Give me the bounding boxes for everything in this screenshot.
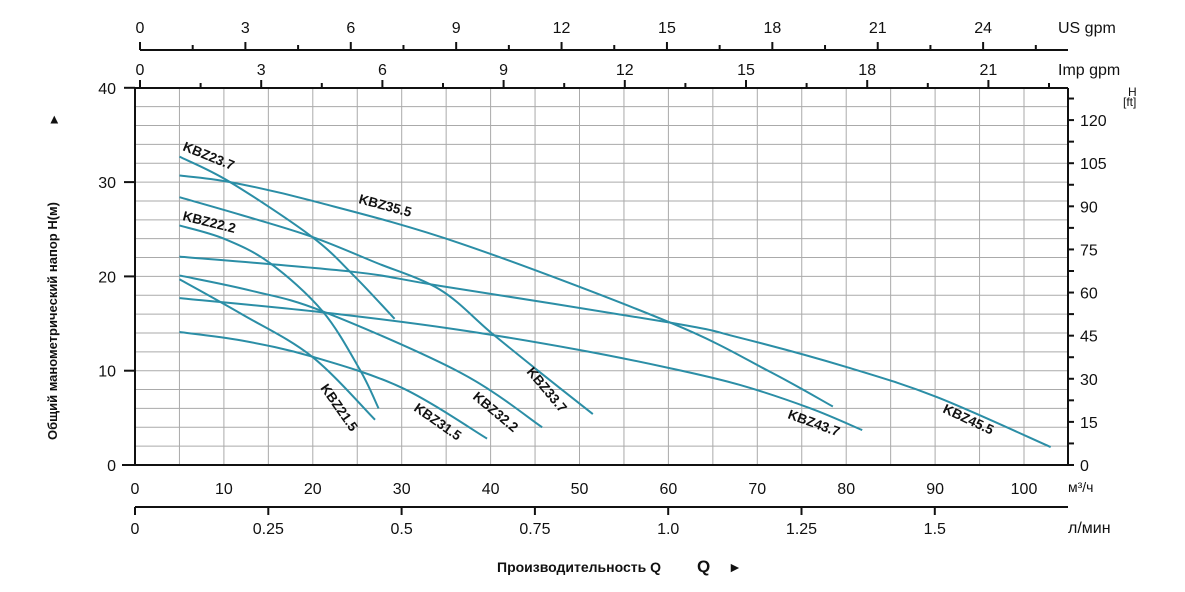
curve-label: KBZ43.7 — [786, 407, 842, 440]
curve-label: KBZ45.5 — [941, 401, 997, 438]
ft-tick-label: 0 — [1080, 458, 1089, 475]
x-tick-label: 10 — [215, 481, 233, 498]
ft-unit-label-top: H — [1128, 85, 1137, 99]
lmin-unit-label: л/мин — [1068, 520, 1111, 537]
imp-gpm-tick-label: 6 — [378, 62, 387, 79]
us-gpm-tick-label: 15 — [658, 20, 676, 37]
ft-tick-label: 90 — [1080, 199, 1098, 216]
imp-gpm-tick-label: 15 — [737, 62, 755, 79]
curve-label: KBZ32.2 — [470, 389, 521, 435]
us-gpm-tick-label: 6 — [346, 20, 355, 37]
curve-kbz32-2 — [179, 274, 543, 429]
curve-kbz35-5 — [179, 174, 834, 408]
y-axis-title: Общий манометрический напор H(м) — [45, 202, 60, 440]
curve-kbz21-5 — [178, 278, 376, 421]
l-min-tick-label: 0.25 — [253, 521, 284, 538]
curves — [178, 155, 1052, 448]
imp-gpm-tick-label: 12 — [616, 62, 634, 79]
curve-kbz45-5 — [179, 255, 1052, 448]
us-gpm-unit-label: US gpm — [1058, 20, 1116, 37]
curve-kbz23-7 — [179, 155, 396, 320]
y-tick-label: 30 — [98, 175, 116, 192]
y-tick-label: 40 — [98, 81, 116, 98]
x-tick-label: 100 — [1011, 481, 1038, 498]
ft-tick-label: 105 — [1080, 156, 1107, 173]
us-gpm-tick-label: 12 — [553, 20, 571, 37]
x-axis-title: Производительность Q — [497, 559, 661, 575]
x-tick-label: 20 — [304, 481, 322, 498]
x-tick-label: 30 — [393, 481, 411, 498]
curve-kbz33-7 — [179, 196, 594, 415]
l-min-tick-label: 0.75 — [519, 521, 550, 538]
x-tick-label: 50 — [571, 481, 589, 498]
l-min-tick-label: 0.5 — [390, 521, 412, 538]
x-axis-title-q: Q — [697, 557, 710, 576]
grid — [135, 88, 1069, 465]
x-tick-label: 70 — [748, 481, 766, 498]
ft-unit-label-bottom: [ft] — [1123, 95, 1136, 109]
ft-tick-label: 75 — [1080, 242, 1098, 259]
y-tick-label: 0 — [107, 458, 116, 475]
y-tick-label: 10 — [98, 364, 116, 381]
l-min-tick-label: 0 — [131, 521, 140, 538]
ft-tick-label: 30 — [1080, 372, 1098, 389]
imp-gpm-tick-label: 0 — [136, 62, 145, 79]
l-min-tick-label: 1.5 — [924, 521, 946, 538]
y-tick-label: 20 — [98, 269, 116, 286]
us-gpm-tick-label: 24 — [974, 20, 992, 37]
us-gpm-tick-label: 0 — [136, 20, 145, 37]
imp-gpm-tick-label: 21 — [980, 62, 998, 79]
us-gpm-tick-label: 21 — [869, 20, 887, 37]
us-gpm-tick-label: 3 — [241, 20, 250, 37]
ft-tick-label: 120 — [1080, 113, 1107, 130]
x-tick-label: 60 — [660, 481, 678, 498]
y-axis-arrow-icon: ► — [46, 113, 61, 126]
imp-gpm-tick-label: 3 — [257, 62, 266, 79]
l-min-tick-label: 1.25 — [786, 521, 817, 538]
curve-kbz31-5 — [179, 331, 488, 440]
m3h-unit-label: м³/ч — [1068, 479, 1093, 495]
imp-gpm-tick-label: 9 — [499, 62, 508, 79]
curve-kbz43-7 — [179, 297, 863, 432]
ft-tick-label: 60 — [1080, 286, 1098, 303]
x-tick-label: 0 — [131, 481, 140, 498]
ft-tick-label: 45 — [1080, 329, 1098, 346]
l-min-tick-label: 1.0 — [657, 521, 679, 538]
us-gpm-tick-label: 9 — [452, 20, 461, 37]
curve-label: KBZ22.2 — [181, 208, 237, 236]
x-tick-label: 90 — [926, 481, 944, 498]
us-gpm-tick-label: 18 — [763, 20, 781, 37]
imp-gpm-unit-label: Imp gpm — [1058, 62, 1120, 79]
x-tick-label: 80 — [837, 481, 855, 498]
ft-tick-label: 15 — [1080, 415, 1098, 432]
curve-kbz22-2 — [179, 224, 380, 409]
x-axis-arrow-icon: ► — [728, 559, 742, 575]
x-tick-label: 40 — [482, 481, 500, 498]
imp-gpm-tick-label: 18 — [858, 62, 876, 79]
